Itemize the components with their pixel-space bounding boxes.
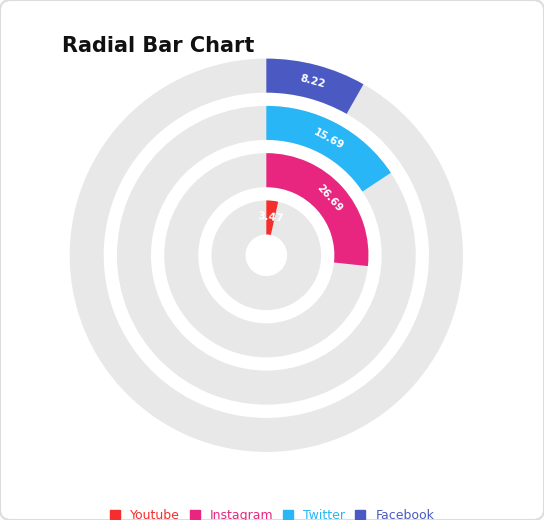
Text: Radial Bar Chart: Radial Bar Chart	[62, 36, 255, 56]
Text: 3.47: 3.47	[257, 211, 284, 224]
Wedge shape	[117, 106, 416, 405]
Text: 26.69: 26.69	[315, 183, 344, 214]
Wedge shape	[212, 200, 321, 310]
Wedge shape	[267, 106, 391, 191]
Wedge shape	[70, 59, 463, 452]
Wedge shape	[164, 153, 368, 357]
Legend: Youtube, Instagram, Twitter, Facebook: Youtube, Instagram, Twitter, Facebook	[105, 504, 439, 520]
Wedge shape	[267, 200, 278, 235]
Wedge shape	[267, 153, 368, 266]
Wedge shape	[267, 59, 363, 114]
Text: 15.69: 15.69	[312, 126, 346, 151]
Text: 8.22: 8.22	[299, 73, 326, 90]
